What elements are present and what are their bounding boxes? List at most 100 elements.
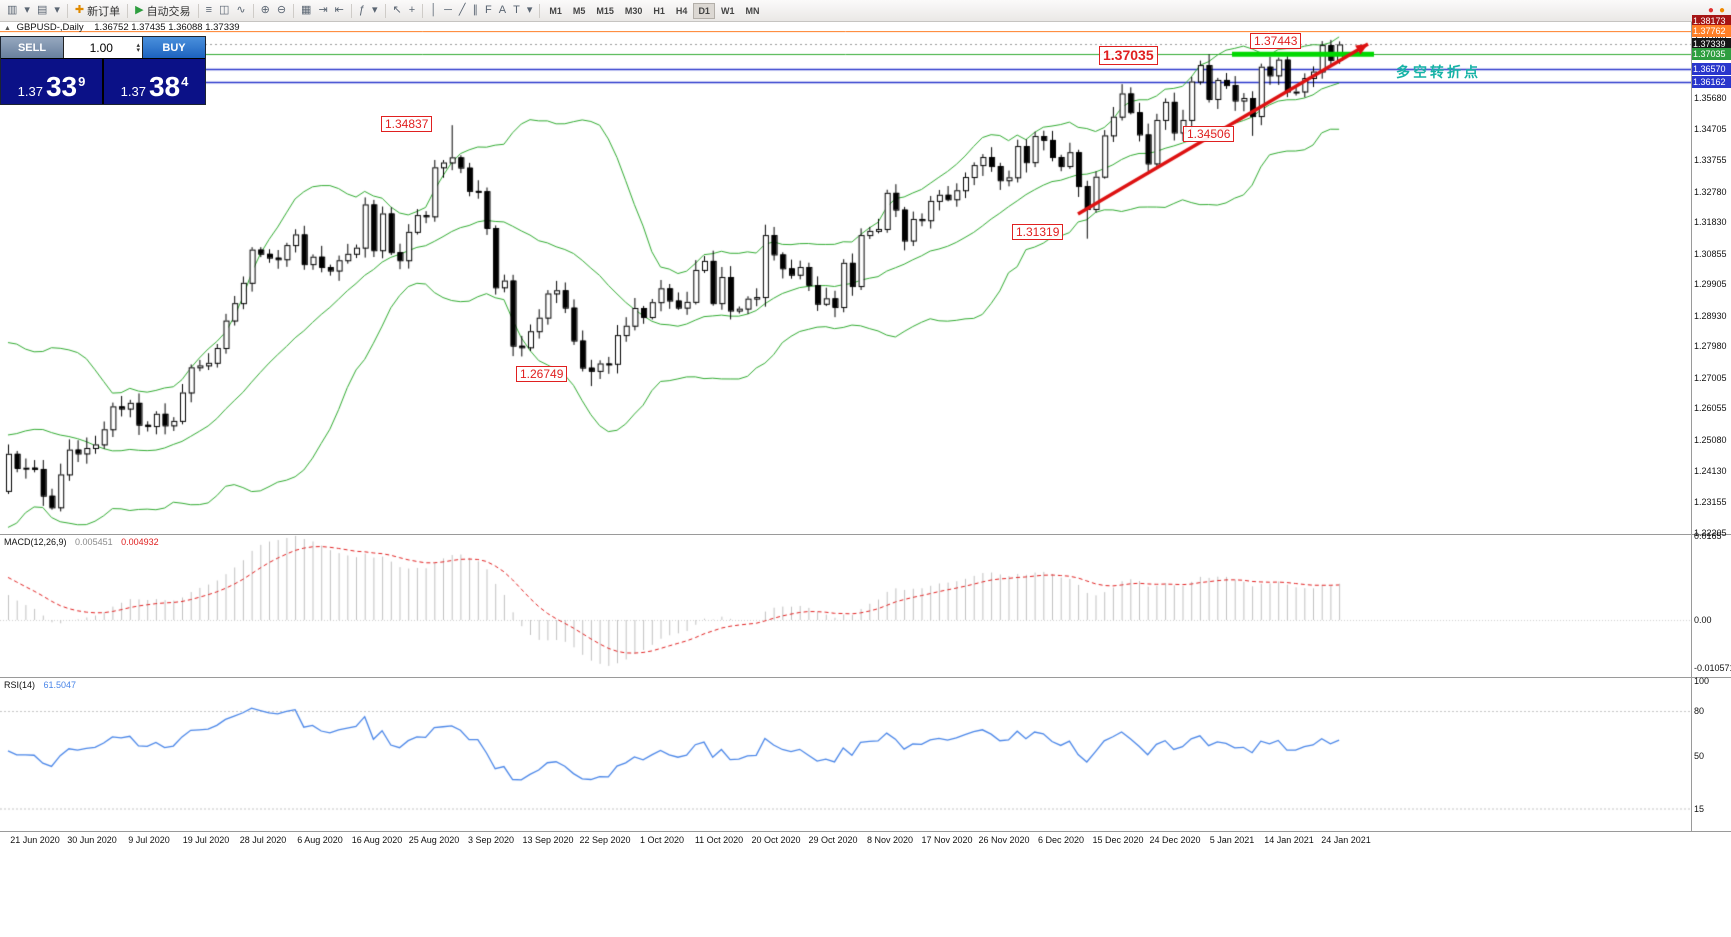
date-axis-label: 30 Jun 2020	[67, 835, 117, 845]
date-axis-label: 8 Nov 2020	[866, 835, 914, 845]
price-scale-label: 1.29905	[1694, 279, 1727, 290]
price-scale-label: 1.24130	[1694, 465, 1727, 476]
buy-price-display: 1.37 38 4	[104, 59, 205, 104]
tile-windows-button[interactable]: ▦	[298, 4, 314, 17]
timeframe-w1-button[interactable]: W1	[720, 5, 735, 16]
rsi-panel-separator[interactable]	[0, 677, 1731, 678]
timeframe-d1-button[interactable]: D1	[693, 2, 715, 19]
chart-title: GBPUSD-,Daily	[16, 22, 84, 33]
main-price-chart-canvas[interactable]	[0, 31, 1691, 534]
tile-windows-icon: ▦	[301, 4, 312, 16]
price-scale-label: 1.27005	[1694, 372, 1727, 383]
lot-size-field[interactable]: 1.00 ▴ ▾	[64, 37, 142, 58]
shapes-dropdown-icon: ▾	[526, 4, 533, 16]
new-order-button[interactable]: ✚ 新订单	[72, 2, 123, 20]
fibonacci-tool-button[interactable]: F	[482, 4, 495, 17]
macd-scale-label: 0.00	[1694, 615, 1712, 625]
date-axis-label: 11 Oct 2020	[694, 835, 744, 845]
date-axis-label: 22 Sep 2020	[579, 835, 631, 845]
date-axis-label: 3 Sep 2020	[467, 835, 515, 845]
macd-panel-separator[interactable]	[0, 534, 1731, 535]
price-annotation-label[interactable]: 1.26749	[516, 366, 568, 382]
price-scale-label: 1.33755	[1694, 155, 1727, 166]
candlestick-mode-icon: ◫	[218, 4, 230, 16]
zoom-in-icon: ⊕	[260, 4, 270, 16]
autotrading-button[interactable]: ▶ 自动交易	[132, 2, 193, 20]
rsi-value: 61.5047	[43, 680, 77, 690]
vertical-line-tool-button[interactable]: │	[427, 4, 440, 17]
sell-button[interactable]: SELL	[1, 37, 64, 58]
lot-size-value[interactable]: 1.00	[89, 40, 113, 55]
cursor-tool-button[interactable]: ↖	[390, 4, 405, 17]
timeframe-m5-button[interactable]: M5	[572, 5, 586, 16]
timeframe-m15-button[interactable]: M15	[596, 5, 614, 16]
chart-info-line: ▲ GBPUSD-,Daily 1.36752 1.37435 1.36088 …	[4, 22, 240, 33]
crosshair-tool-icon: +	[408, 4, 416, 16]
turning-point-note[interactable]: 多空转折点	[1396, 64, 1481, 80]
price-annotation-label[interactable]: 1.37035	[1099, 46, 1158, 65]
chart-shift-button[interactable]: ⇤	[332, 4, 347, 17]
autotrading-label: 自动交易	[146, 5, 191, 18]
toolbar-separator	[350, 3, 352, 18]
timeframe-m1-button[interactable]: M1	[549, 5, 562, 16]
indicators-dropdown-button[interactable]: ▾	[369, 4, 381, 17]
price-annotation-label[interactable]: 1.34837	[381, 116, 433, 132]
date-axis-label: 6 Aug 2020	[297, 835, 343, 845]
toolbar-separator	[252, 3, 254, 18]
candlestick-mode-button[interactable]: ◫	[216, 4, 232, 17]
toolbar-separator	[197, 3, 199, 18]
label-tool-button[interactable]: T	[510, 4, 523, 17]
fibonacci-tool-icon: F	[485, 4, 492, 16]
line-chart-mode-icon: ∿	[236, 4, 246, 16]
date-axis-label: 1 Oct 2020	[639, 835, 685, 845]
rsi-scale-label: 80	[1694, 706, 1705, 716]
profiles-button[interactable]: ▤	[34, 4, 50, 17]
macd-signal-value: 0.004932	[121, 537, 159, 547]
price-scale-border	[1691, 22, 1692, 831]
timeframe-h1-button[interactable]: H1	[653, 5, 665, 16]
date-axis-label: 5 Jan 2021	[1209, 835, 1255, 845]
notification-icon[interactable]: ●	[1718, 4, 1725, 16]
zoom-out-button[interactable]: ⊖	[274, 4, 289, 17]
date-axis-label: 17 Nov 2020	[921, 835, 973, 845]
date-axis-label: 15 Dec 2020	[1092, 835, 1144, 845]
price-alert-icon[interactable]: ●	[1707, 4, 1714, 16]
channel-tool-icon: ∥	[472, 4, 479, 16]
price-annotation-label[interactable]: 1.31319	[1012, 224, 1064, 240]
vertical-line-tool-icon: │	[430, 4, 438, 16]
new-chart-dropdown-button[interactable]: ▾	[21, 4, 33, 17]
toolbar-separator	[422, 3, 424, 18]
indicators-button[interactable]: ƒ	[356, 4, 368, 17]
auto-scroll-button[interactable]: ⇥	[315, 4, 330, 17]
zoom-in-button[interactable]: ⊕	[258, 4, 273, 17]
macd-panel-canvas[interactable]	[0, 534, 1691, 677]
label-tool-icon: T	[513, 4, 520, 16]
timeframe-mn-button[interactable]: MN	[745, 5, 760, 16]
lot-increase-button[interactable]: ▴	[136, 41, 140, 49]
profiles-dropdown-icon: ▾	[54, 4, 60, 16]
date-axis-label: 29 Oct 2020	[808, 835, 858, 845]
price-annotation-label[interactable]: 1.34506	[1183, 126, 1235, 142]
horizontal-line-tool-button[interactable]: ─	[441, 4, 455, 17]
timeframe-m30-button[interactable]: M30	[624, 5, 643, 16]
timeframe-h4-button[interactable]: H4	[675, 5, 688, 16]
text-tool-button[interactable]: A	[496, 4, 509, 17]
date-axis-label: 19 Jul 2020	[182, 835, 230, 845]
channel-tool-button[interactable]: ∥	[470, 4, 482, 17]
trendline-tool-button[interactable]: ╱	[456, 4, 469, 17]
shapes-dropdown-button[interactable]: ▾	[524, 4, 536, 17]
rsi-panel-canvas[interactable]	[0, 677, 1691, 831]
zoom-out-icon: ⊖	[276, 4, 287, 16]
price-annotation-label[interactable]: 1.37443	[1250, 33, 1302, 49]
crosshair-tool-button[interactable]: +	[406, 4, 418, 17]
profiles-dropdown-button[interactable]: ▾	[51, 4, 63, 17]
lot-decrease-button[interactable]: ▾	[136, 46, 140, 54]
bar-chart-mode-button[interactable]: ≡	[203, 4, 215, 17]
date-axis-separator	[0, 831, 1731, 832]
new-chart-button[interactable]: ▥	[4, 4, 20, 17]
buy-button[interactable]: BUY	[142, 37, 205, 58]
line-chart-mode-button[interactable]: ∿	[233, 4, 248, 17]
price-scale-tag: 1.36162	[1692, 76, 1731, 89]
date-axis-label: 25 Aug 2020	[408, 835, 460, 845]
